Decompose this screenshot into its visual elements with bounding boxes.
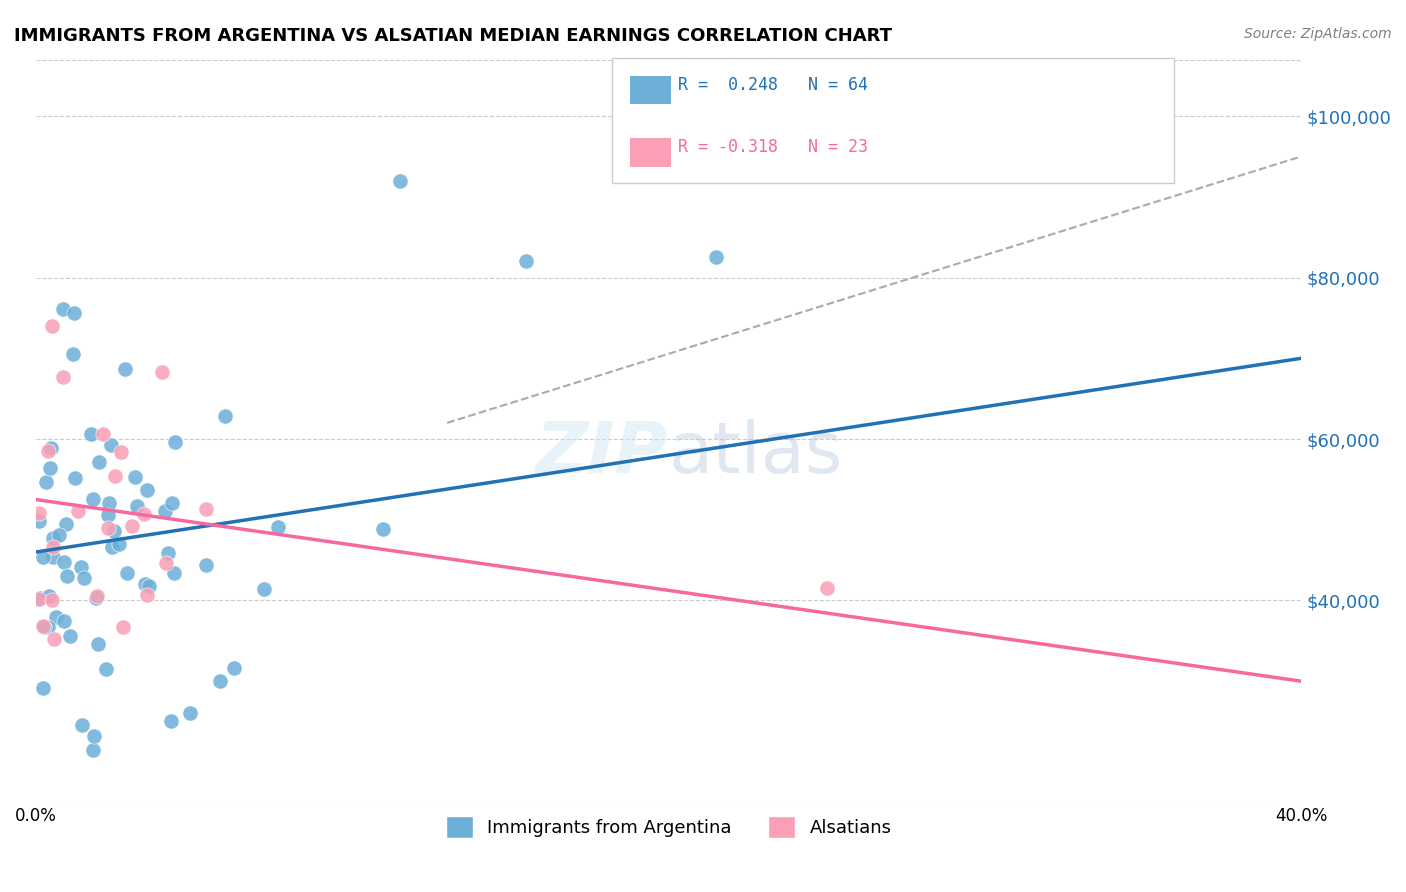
Point	[97, 521, 120, 535]
Point	[179, 706, 201, 721]
Point	[28, 592, 51, 607]
Point	[70, 559, 93, 574]
Point	[103, 524, 125, 539]
Point	[127, 499, 149, 513]
Point	[101, 540, 124, 554]
Legend: Immigrants from Argentina, Alsatians: Immigrants from Argentina, Alsatians	[439, 809, 898, 846]
Text: R =  0.248   N = 64: R = 0.248 N = 64	[678, 76, 868, 94]
Point	[100, 438, 122, 452]
Text: R = -0.318   N = 23: R = -0.318 N = 23	[678, 138, 868, 156]
Point	[79, 427, 101, 442]
Point	[121, 518, 143, 533]
Point	[82, 491, 104, 506]
Point	[28, 514, 51, 528]
Point	[48, 528, 70, 542]
Text: ZIP: ZIP	[536, 418, 669, 488]
Point	[160, 714, 183, 728]
Point	[160, 496, 183, 510]
Point	[37, 444, 59, 458]
Text: Source: ZipAtlas.com: Source: ZipAtlas.com	[1244, 27, 1392, 41]
Point	[157, 546, 180, 560]
Point	[97, 508, 120, 522]
Point	[73, 571, 96, 585]
Point	[104, 469, 127, 483]
Point	[37, 620, 59, 634]
Point	[209, 673, 232, 688]
Point	[28, 506, 51, 520]
Point	[515, 254, 537, 268]
Point	[214, 409, 236, 423]
Point	[388, 174, 411, 188]
Point	[28, 591, 51, 606]
Point	[96, 662, 118, 676]
Point	[53, 614, 76, 628]
Point	[52, 301, 75, 316]
Point	[253, 582, 276, 596]
Point	[38, 589, 60, 603]
Point	[114, 362, 136, 376]
Point	[86, 591, 108, 606]
Point	[97, 496, 120, 510]
Point	[117, 566, 139, 581]
Point	[62, 347, 84, 361]
Point	[32, 681, 55, 696]
Point	[195, 502, 218, 516]
Point	[82, 743, 104, 757]
Point	[704, 251, 727, 265]
Point	[56, 569, 79, 583]
Point	[63, 306, 86, 320]
Point	[55, 516, 77, 531]
Point	[70, 718, 93, 732]
Point	[52, 369, 75, 384]
Text: atlas: atlas	[669, 418, 844, 488]
Point	[83, 729, 105, 743]
Point	[42, 531, 65, 545]
Point	[222, 661, 245, 675]
Point	[41, 593, 63, 607]
Point	[267, 519, 290, 533]
Point	[34, 475, 56, 489]
Point	[152, 365, 174, 379]
Point	[86, 589, 108, 603]
Point	[138, 579, 160, 593]
Point	[32, 618, 55, 632]
Point	[32, 549, 55, 564]
Point	[42, 632, 65, 646]
Point	[155, 556, 177, 570]
Point	[52, 555, 75, 569]
Text: IMMIGRANTS FROM ARGENTINA VS ALSATIAN MEDIAN EARNINGS CORRELATION CHART: IMMIGRANTS FROM ARGENTINA VS ALSATIAN ME…	[14, 27, 891, 45]
Point	[155, 504, 177, 518]
Point	[134, 577, 156, 591]
Point	[108, 537, 131, 551]
Point	[136, 483, 159, 497]
Point	[39, 460, 62, 475]
Point	[42, 550, 65, 565]
Point	[65, 470, 87, 484]
Point	[41, 318, 63, 333]
Point	[87, 455, 110, 469]
Point	[45, 609, 67, 624]
Point	[165, 434, 187, 449]
Point	[32, 620, 55, 634]
Point	[136, 588, 159, 602]
Point	[124, 469, 146, 483]
Point	[66, 504, 89, 518]
Point	[39, 442, 62, 456]
Point	[815, 582, 838, 596]
Point	[41, 540, 63, 554]
Point	[163, 566, 186, 581]
Point	[132, 507, 155, 521]
Point	[87, 637, 110, 651]
Point	[195, 558, 218, 572]
Point	[59, 629, 82, 643]
Point	[91, 426, 114, 441]
Point	[373, 522, 395, 536]
Point	[110, 445, 132, 459]
Point	[111, 620, 134, 634]
